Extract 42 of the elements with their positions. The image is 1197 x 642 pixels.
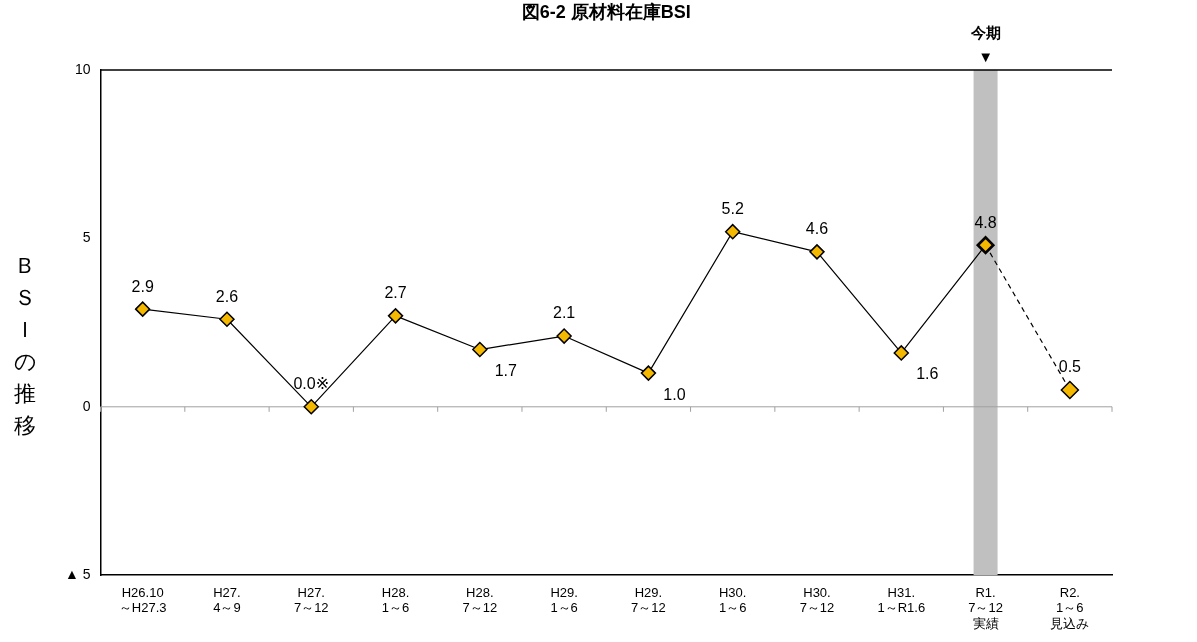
data-label: 0.0※ xyxy=(293,375,330,393)
data-label: 5.2 xyxy=(721,200,744,218)
x-tick-label: H30. 7～12 xyxy=(799,584,835,616)
point xyxy=(303,399,320,415)
y-tick-label: 0 xyxy=(82,397,91,414)
y-tick-label: 5 xyxy=(82,229,91,246)
point xyxy=(472,341,488,358)
point xyxy=(724,223,741,240)
y-tick-label: 10 xyxy=(74,60,91,77)
data-label: 4.8 xyxy=(974,213,997,231)
x-tick-label: H31. 1～R1.6 xyxy=(877,584,926,616)
point xyxy=(387,308,404,324)
data-label: 0.5 xyxy=(1058,358,1082,376)
band-label: 今期 ▼ xyxy=(969,24,1001,65)
x-tick-label: H29. 7～12 xyxy=(631,584,666,616)
y-axis-title: ＢＳＩの推移 xyxy=(13,253,37,439)
x-tick-label: R1. 7～12 実績 xyxy=(968,584,1003,631)
data-label: 2.7 xyxy=(384,284,407,302)
point xyxy=(809,244,825,260)
data-label: 1.6 xyxy=(916,365,939,383)
chart-title: 図6-2 原材料在庫BSI xyxy=(521,1,691,22)
data-label: 1.7 xyxy=(494,361,518,379)
data-label: 4.6 xyxy=(805,220,829,238)
data-label: 1.0 xyxy=(663,385,686,403)
x-tick-label: H27. 4～9 xyxy=(213,584,241,616)
x-tick-label: R2. 1～6 見込み xyxy=(1050,584,1090,631)
point xyxy=(893,345,910,361)
x-tick-label: H29. 1～6 xyxy=(550,584,578,616)
point xyxy=(640,365,657,381)
data-label: 2.9 xyxy=(131,277,154,295)
point xyxy=(556,328,572,344)
x-tick-label: H28. 7～12 xyxy=(462,584,498,616)
x-tick-label: H28. 1～6 xyxy=(381,584,410,616)
point xyxy=(1060,380,1080,400)
y-tick-label: ▲ 5 xyxy=(64,566,91,583)
x-tick-label: H26.10 ～H27.3 xyxy=(118,584,167,616)
x-tick-label: H27. 7～12 xyxy=(293,584,329,616)
point xyxy=(219,311,235,327)
x-tick-label: H30. 1～6 xyxy=(718,584,747,616)
data-label: 2.1 xyxy=(553,304,576,322)
data-label: 2.6 xyxy=(215,287,239,305)
point xyxy=(134,301,151,317)
